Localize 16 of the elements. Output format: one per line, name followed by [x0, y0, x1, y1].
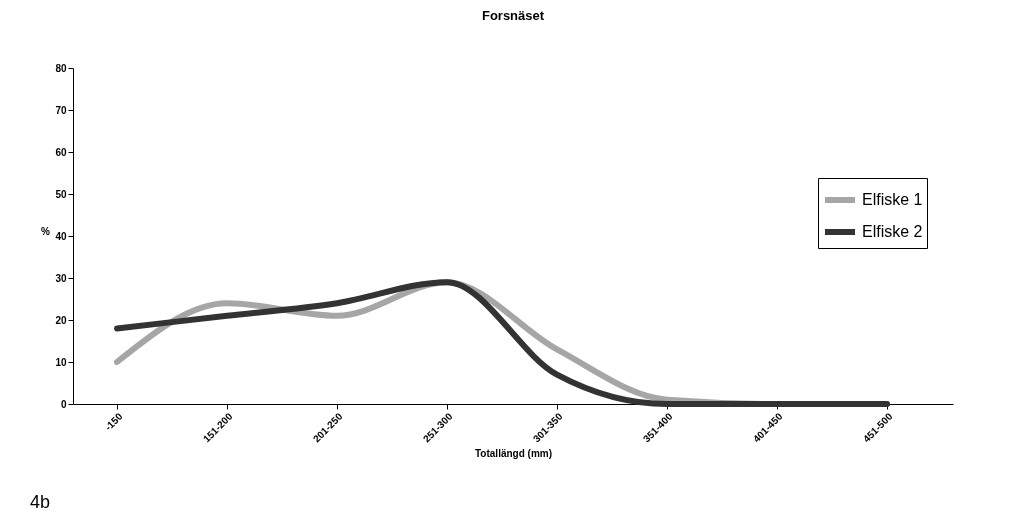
chart-title: Forsnäset — [481, 8, 545, 23]
x-tick-label: -150 — [102, 410, 125, 433]
y-tick-label: 50 — [55, 188, 67, 200]
y-tick-label: 10 — [55, 356, 67, 368]
legend-label: Elfiske 2 — [862, 223, 923, 240]
y-tick-label: 80 — [55, 62, 67, 74]
y-tick-label: 40 — [55, 230, 67, 242]
y-tick-label: 20 — [55, 314, 67, 326]
legend-label: Elfiske 1 — [862, 191, 923, 208]
x-axis-title: Totallängd (mm) — [474, 447, 553, 459]
y-tick-label: 0 — [60, 398, 67, 410]
y-tick-label: 70 — [55, 104, 67, 116]
y-tick-label: 60 — [55, 146, 67, 158]
y-axis-title: % — [41, 225, 51, 237]
text: 4b — [30, 492, 51, 513]
y-tick-label: 30 — [55, 272, 67, 284]
